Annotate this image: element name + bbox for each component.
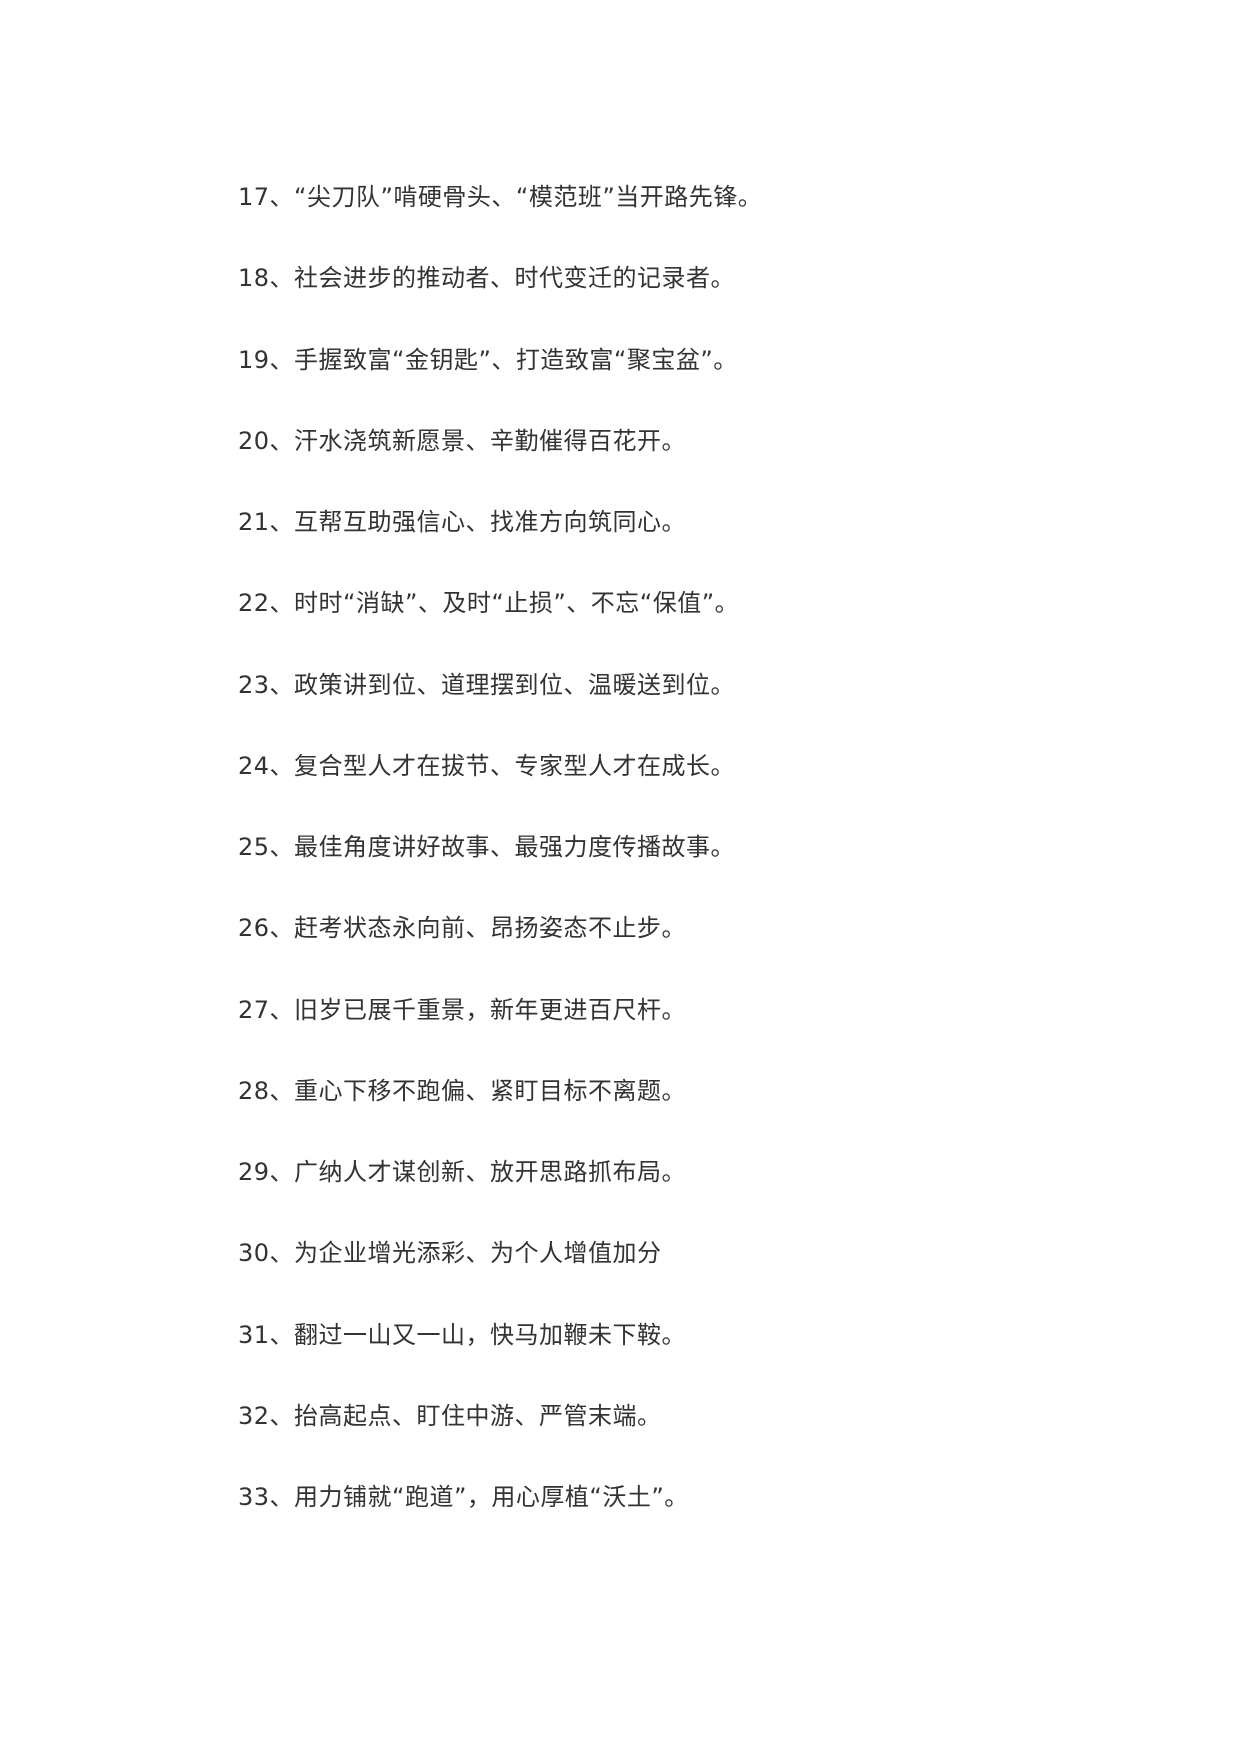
slogan-list: 17、“尖刀队”啃硬骨头、“模范班”当开路先锋。 18、社会进步的推动者、时代变迁… bbox=[238, 180, 762, 1561]
slogan-line: 19、手握致富“金钥匙”、打造致富“聚宝盆”。 bbox=[238, 345, 738, 374]
slogan-line: 20、汗水浇筑新愿景、辛勤催得百花开。 bbox=[238, 426, 687, 455]
slogan-line: 25、最佳角度讲好故事、最强力度传播故事。 bbox=[238, 833, 736, 861]
slogan-line: 17、“尖刀队”啃硬骨头、“模范班”当开路先锋。 bbox=[238, 183, 763, 211]
slogan-line: 26、赶考状态永向前、昂扬姿态不止步。 bbox=[238, 914, 687, 943]
slogan-line: 27、旧岁已展千重景，新年更进百尺杆。 bbox=[238, 995, 687, 1024]
slogan-line: 30、为企业增光添彩、为个人增值加分 bbox=[238, 1239, 662, 1268]
slogan-line: 31、翻过一山又一山，快马加鞭未下鞍。 bbox=[238, 1320, 687, 1349]
slogan-line: 29、广纳人才谋创新、放开思路抓布局。 bbox=[238, 1158, 687, 1186]
slogan-line: 18、社会进步的推动者、时代变迁的记录者。 bbox=[238, 264, 736, 293]
slogan-line: 33、用力铺就“跑道”，用心厚植“沃土”。 bbox=[238, 1483, 689, 1511]
slogan-line: 21、互帮互助强信心、找准方向筑同心。 bbox=[238, 508, 687, 536]
slogan-line: 28、重心下移不跑偏、紧盯目标不离题。 bbox=[238, 1076, 687, 1105]
slogan-line: 24、复合型人才在拔节、专家型人才在成长。 bbox=[238, 751, 736, 780]
slogan-line: 32、抬高起点、盯住中游、严管末端。 bbox=[238, 1401, 662, 1430]
slogan-line: 22、时时“消缺”、及时“止损”、不忘“保值”。 bbox=[238, 589, 740, 618]
slogan-line: 23、政策讲到位、道理摆到位、温暖送到位。 bbox=[238, 670, 736, 699]
